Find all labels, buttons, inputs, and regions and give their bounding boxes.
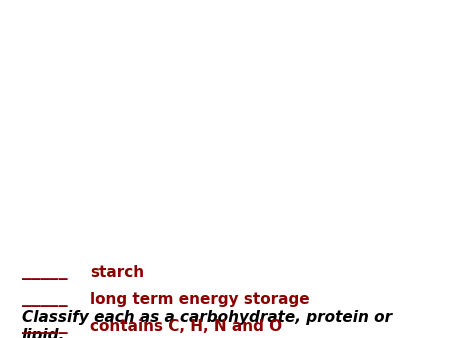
Text: _____: _____ bbox=[22, 265, 68, 280]
Text: long term energy storage: long term energy storage bbox=[90, 292, 310, 307]
Text: _____: _____ bbox=[22, 319, 68, 334]
Text: starch: starch bbox=[90, 265, 144, 280]
Text: lipid.: lipid. bbox=[22, 328, 65, 338]
Text: _____: _____ bbox=[22, 292, 68, 307]
Text: contains C, H, N and O: contains C, H, N and O bbox=[90, 319, 282, 334]
Text: Classify each as a carbohydrate, protein or: Classify each as a carbohydrate, protein… bbox=[22, 310, 392, 325]
